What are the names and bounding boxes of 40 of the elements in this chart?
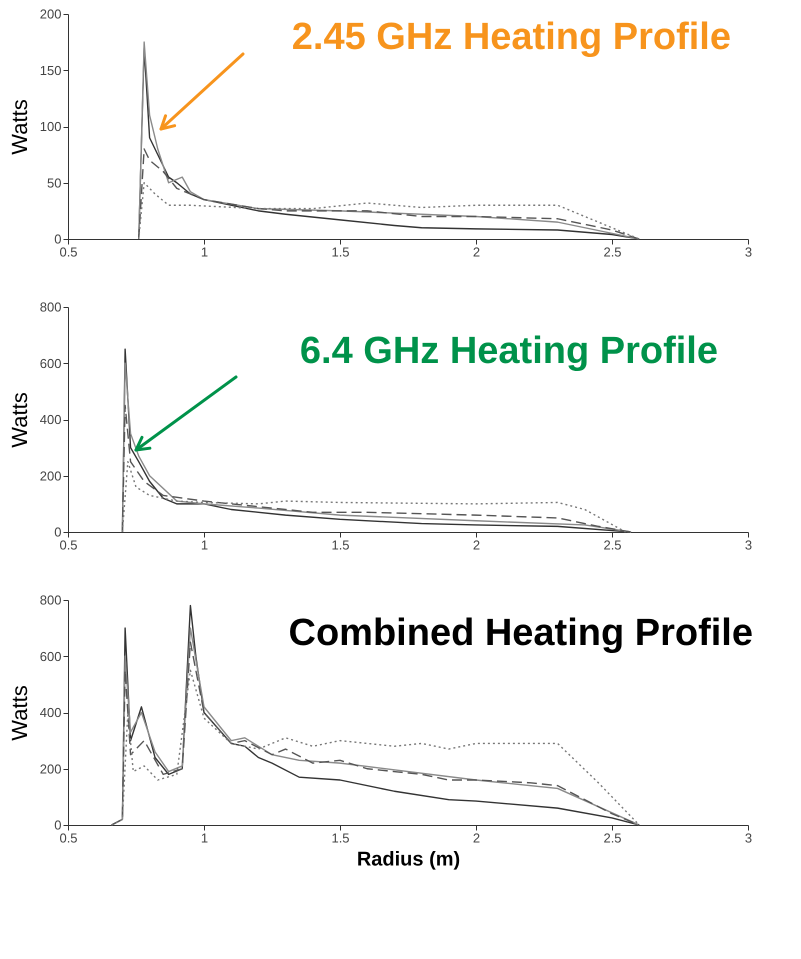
y-tick-label: 200 bbox=[40, 761, 62, 776]
x-tick-label: 2.5 bbox=[603, 244, 622, 260]
x-tick-label: 2.5 bbox=[603, 830, 622, 846]
annotation: 2.45 GHz Heating Profile bbox=[292, 16, 731, 58]
y-tick-label: 600 bbox=[40, 356, 62, 371]
x-tick-label: 1 bbox=[200, 244, 208, 260]
x-tick-label: 3 bbox=[744, 244, 752, 260]
x-tick-label: 1.5 bbox=[331, 538, 350, 552]
y-axis-title: Watts bbox=[6, 685, 32, 741]
y-tick-label: 150 bbox=[40, 62, 62, 78]
y-tick-label: 0 bbox=[54, 818, 62, 832]
x-axis-title: Radius (m) bbox=[356, 848, 460, 870]
y-tick-label: 0 bbox=[54, 524, 62, 540]
y-tick-label: 400 bbox=[40, 412, 62, 427]
y-tick-label: 100 bbox=[40, 119, 62, 134]
x-tick-label: 2 bbox=[472, 830, 480, 846]
y-tick-label: 0 bbox=[54, 232, 62, 246]
x-tick-label: 1 bbox=[200, 538, 208, 552]
y-tick-label: 50 bbox=[47, 175, 62, 190]
x-tick-label: 0.5 bbox=[59, 538, 78, 552]
x-tick-label: 2.5 bbox=[603, 538, 622, 552]
y-axis-title: Watts bbox=[6, 99, 32, 155]
annotation: 6.4 GHz Heating Profile bbox=[300, 330, 718, 372]
x-tick-label: 1.5 bbox=[331, 830, 350, 846]
x-tick-label: 0.5 bbox=[59, 830, 78, 846]
y-tick-label: 600 bbox=[40, 648, 62, 664]
y-tick-label: 400 bbox=[40, 705, 62, 720]
x-tick-label: 2 bbox=[472, 538, 480, 552]
x-tick-label: 0.5 bbox=[59, 244, 78, 260]
x-tick-label: 3 bbox=[744, 830, 752, 846]
annotation: Combined Heating Profile bbox=[288, 612, 753, 654]
x-tick-label: 3 bbox=[744, 538, 752, 552]
y-tick-label: 200 bbox=[40, 468, 62, 484]
x-tick-label: 1.5 bbox=[331, 244, 350, 260]
x-tick-label: 1 bbox=[200, 830, 208, 846]
y-tick-label: 800 bbox=[40, 300, 62, 314]
x-tick-label: 2 bbox=[472, 244, 480, 260]
y-tick-label: 800 bbox=[40, 592, 62, 608]
y-tick-label: 200 bbox=[40, 6, 62, 22]
y-axis-title: Watts bbox=[6, 392, 32, 448]
